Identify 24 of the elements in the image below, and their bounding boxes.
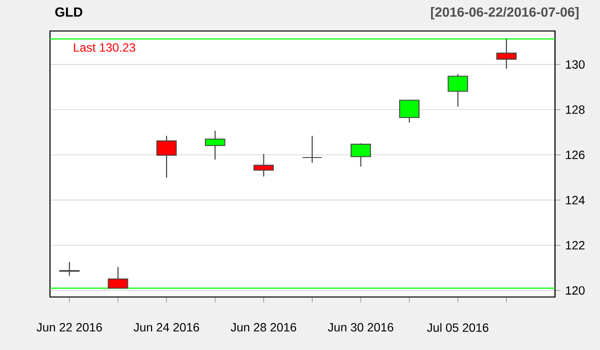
candlestick bbox=[253, 153, 274, 178]
candlestick bbox=[399, 100, 420, 124]
annotation: Last 130.23 bbox=[74, 43, 136, 52]
candlestick bbox=[302, 135, 322, 164]
y-tick-label: 130 bbox=[566, 60, 585, 69]
candlestick bbox=[350, 142, 371, 168]
chart-title: GLD bbox=[55, 7, 82, 17]
candlestick bbox=[108, 266, 128, 289]
candlestick bbox=[156, 135, 177, 178]
x-tick-label: Jun 22 2016 bbox=[36, 323, 102, 332]
candlestick bbox=[496, 38, 517, 70]
y-tick-label: 128 bbox=[566, 105, 585, 114]
chart-subtitle: [2016-06-22/2016-07-06] bbox=[431, 7, 579, 20]
candlestick bbox=[59, 261, 80, 276]
y-tick-label: 122 bbox=[566, 241, 584, 250]
x-tick-label: Jun 28 2016 bbox=[230, 323, 296, 332]
x-tick-label: Jul 05 2016 bbox=[427, 323, 488, 332]
y-tick-label: 120 bbox=[566, 286, 585, 295]
x-tick-label: Jun 24 2016 bbox=[134, 323, 200, 332]
candlestick bbox=[448, 73, 468, 108]
y-tick-label: 124 bbox=[566, 196, 585, 204]
y-tick-label: 126 bbox=[566, 150, 585, 160]
candlestick bbox=[204, 130, 226, 160]
x-tick-label: Jun 30 2016 bbox=[328, 323, 394, 332]
